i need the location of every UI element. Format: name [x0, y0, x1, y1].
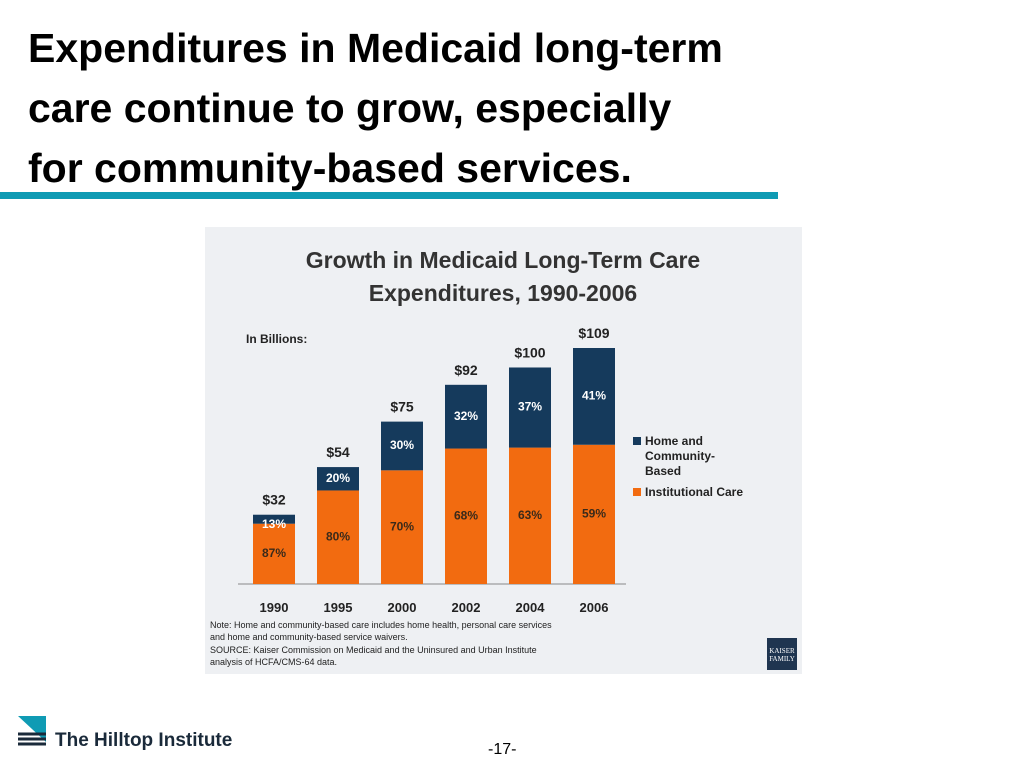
hilltop-logo	[18, 716, 46, 746]
chart-panel	[205, 227, 802, 674]
total-label: $54	[326, 444, 350, 460]
legend-item: Home and Community-Based	[633, 434, 763, 479]
segment-label: 13%	[262, 517, 286, 531]
bar-segment	[573, 348, 615, 445]
note: analysis of HCFA/CMS-64 data.	[210, 657, 337, 667]
bar-segment	[381, 421, 423, 471]
segment-label: 20%	[326, 471, 350, 485]
slide-title: Expenditures in Medicaid long-term care …	[28, 18, 723, 198]
legend-label: Institutional Care	[645, 485, 744, 499]
segment-label: 68%	[454, 508, 478, 522]
segment-label: 37%	[518, 400, 542, 414]
logo-box	[767, 638, 797, 670]
bar-segment	[317, 467, 359, 491]
x-tick-label: 2002	[452, 600, 481, 615]
total-label: $92	[454, 362, 478, 378]
x-tick-label: 1990	[260, 600, 289, 615]
legend-swatch	[633, 488, 641, 496]
note: SOURCE: Kaiser Commission on Medicaid an…	[210, 645, 537, 655]
x-tick-label: 2004	[516, 600, 546, 615]
bar-segment	[573, 444, 615, 584]
chart-title: Expenditures, 1990-2006	[369, 280, 637, 306]
logo-text: FAMILY	[769, 655, 795, 663]
legend-label: Home and Community-Based	[645, 434, 715, 478]
segment-label: 87%	[262, 546, 286, 560]
x-tick-label: 2000	[388, 600, 417, 615]
bar-segment	[445, 448, 487, 584]
bar-segment	[381, 470, 423, 584]
bar-segment	[253, 514, 295, 524]
segment-label: 30%	[390, 438, 414, 452]
page-number: -17-	[488, 741, 517, 758]
segment-label: 32%	[454, 409, 478, 423]
bar-segment	[317, 490, 359, 584]
segment-label: 41%	[582, 389, 606, 403]
x-tick-label: 2006	[580, 600, 609, 615]
title-line: care continue to grow, especially	[28, 85, 672, 131]
bar-segment	[445, 384, 487, 449]
title-line: Expenditures in Medicaid long-term	[28, 25, 723, 71]
total-label: $75	[390, 399, 414, 415]
footer-organization: The Hilltop Institute	[55, 730, 233, 751]
logo-text: KAISER	[769, 647, 795, 655]
title-rule	[0, 192, 778, 199]
chart-title: Growth in Medicaid Long-Term Care	[306, 247, 700, 273]
legend-swatch	[633, 437, 641, 445]
bar-segment	[253, 523, 295, 584]
note: Note: Home and community-based care incl…	[210, 620, 552, 630]
x-tick-label: 1995	[324, 600, 353, 615]
segment-label: 80%	[326, 529, 350, 543]
total-label: $32	[262, 492, 286, 508]
total-label: $109	[578, 325, 609, 341]
legend: Home and Community-Based Institutional Ca…	[633, 434, 763, 506]
bar-segment	[509, 367, 551, 448]
title-line: for community-based services.	[28, 145, 632, 191]
note: and home and community-based service wai…	[210, 632, 408, 642]
unit-label: In Billions:	[246, 332, 307, 346]
segment-label: 63%	[518, 508, 542, 522]
segment-label: 59%	[582, 507, 606, 521]
total-label: $100	[514, 344, 545, 360]
segment-label: 70%	[390, 519, 414, 533]
bar-segment	[509, 447, 551, 584]
legend-item: Institutional Care	[633, 485, 763, 500]
